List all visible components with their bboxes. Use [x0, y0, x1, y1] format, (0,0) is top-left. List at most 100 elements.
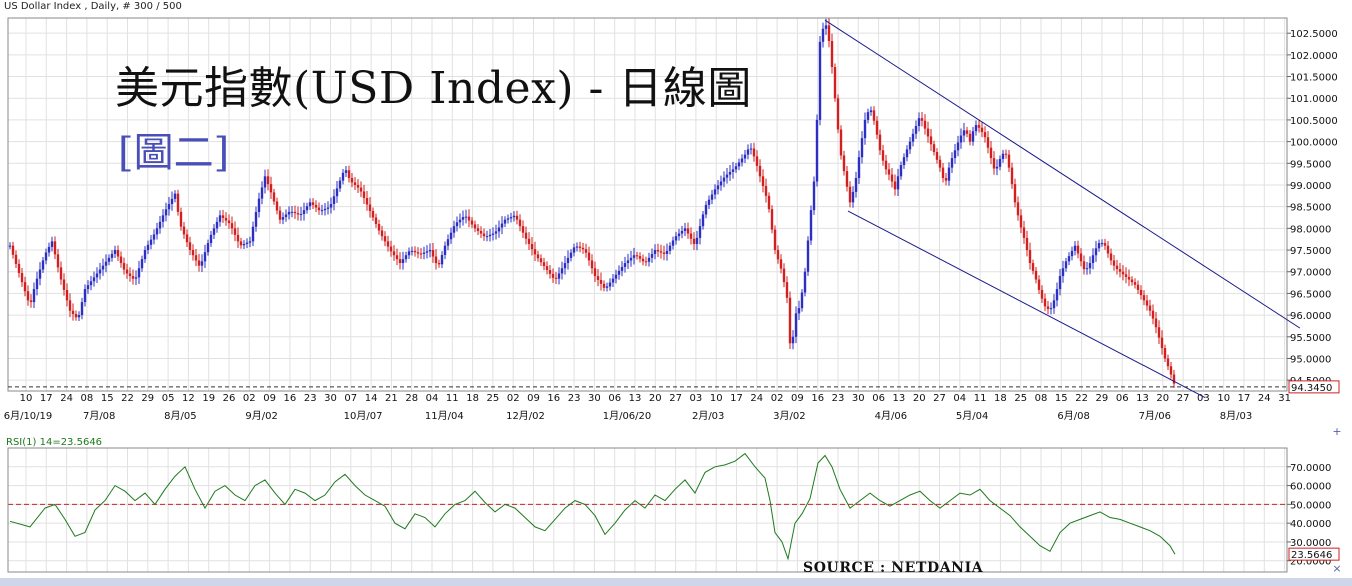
candle-up [44, 252, 48, 261]
month-tick-label: 7月/06 [1139, 410, 1171, 422]
candle-up [728, 171, 732, 175]
candle-up [866, 112, 870, 120]
candle-down [71, 310, 75, 315]
candle-down [785, 282, 789, 298]
candle-up [440, 254, 444, 265]
day-tick-label: 08 [1035, 393, 1048, 404]
candle-up [629, 257, 633, 261]
day-tick-label: 11 [446, 393, 459, 404]
candle-down [395, 255, 399, 260]
candle-down [989, 147, 993, 159]
candle-up [626, 260, 630, 264]
day-tick-label: 17 [1238, 393, 1251, 404]
month-tick-label: 8月/03 [1220, 410, 1252, 422]
candle-up [446, 239, 450, 246]
candle-up [500, 223, 504, 228]
candle-up [41, 260, 45, 270]
rsi-tick-label: 50.0000 [1290, 500, 1331, 511]
candle-up [953, 150, 957, 159]
candle-up [77, 315, 81, 318]
candle-up [341, 172, 345, 181]
candle-down [179, 211, 183, 227]
candle-up [161, 215, 165, 222]
month-tick-label: 10月/07 [344, 410, 383, 422]
candle-up [557, 273, 561, 279]
candle-down [596, 276, 600, 280]
candle-down [764, 186, 768, 196]
candle-down [875, 120, 879, 135]
candle-down [590, 260, 594, 269]
candle-up [671, 240, 675, 246]
price-tick-label: 101.5000 [1290, 73, 1338, 84]
candle-down [752, 148, 756, 157]
candle-down [131, 276, 135, 279]
candle-down [584, 249, 588, 253]
candle-down [1127, 276, 1131, 280]
candle-down [380, 230, 384, 237]
month-tick-label: 4月/06 [875, 410, 907, 422]
candle-up [242, 243, 246, 246]
trend-channel [824, 19, 1301, 398]
candle-up [719, 181, 723, 186]
day-tick-label: 06 [608, 393, 621, 404]
day-tick-label: 31 [1278, 393, 1291, 404]
candle-up [209, 234, 213, 244]
price-tick-label: 102.5000 [1290, 29, 1338, 40]
candle-up [245, 242, 249, 244]
candle-down [845, 171, 849, 187]
candle-up [713, 189, 717, 195]
expand-icon[interactable]: + [1332, 425, 1342, 438]
candle-down [56, 254, 60, 268]
candle-down [980, 127, 984, 133]
candle-down [314, 204, 318, 208]
candle-up [869, 110, 873, 113]
candle-down [1139, 289, 1143, 296]
candle-up [737, 162, 741, 167]
price-tick-label: 97.0000 [1290, 268, 1331, 279]
candle-up [497, 227, 501, 232]
collapse-icon[interactable]: × [1332, 562, 1342, 575]
day-tick-label: 12 [182, 393, 195, 404]
candle-up [1073, 245, 1077, 251]
candle-down [413, 250, 417, 253]
candle-down [470, 220, 474, 225]
candle-up [332, 196, 336, 205]
candle-up [92, 277, 96, 282]
candle-down [656, 250, 660, 252]
candle-down [62, 279, 66, 290]
month-tick-label: 6月/08 [1057, 410, 1089, 422]
candle-up [725, 174, 729, 178]
candle-down [1166, 358, 1170, 367]
candle-down [1124, 274, 1128, 277]
candle-up [1067, 256, 1071, 262]
candle-up [287, 211, 291, 215]
day-tick-label: 02 [771, 393, 784, 404]
candle-down [773, 229, 777, 251]
candle-up [1001, 153, 1005, 159]
candle-down [116, 250, 120, 257]
price-tick-label: 99.0000 [1290, 181, 1331, 192]
day-tick-label: 23 [304, 393, 317, 404]
candle-up [257, 198, 261, 213]
candle-down [59, 267, 63, 280]
candle-down [176, 193, 180, 212]
day-tick-label: 17 [730, 393, 743, 404]
candle-down [1157, 327, 1161, 338]
candle-up [812, 181, 816, 211]
candle-down [119, 256, 123, 264]
candle-down [1076, 245, 1080, 254]
candle-down [389, 246, 393, 252]
candle-up [809, 210, 813, 241]
candle-up [860, 138, 864, 158]
candle-down [386, 241, 390, 247]
candle-down [479, 230, 483, 234]
day-tick-label: 29 [141, 393, 154, 404]
candle-down [548, 269, 552, 274]
candle-down [272, 192, 276, 202]
day-tick-label: 08 [81, 393, 94, 404]
day-tick-label: 10 [710, 393, 723, 404]
candle-down [602, 283, 606, 288]
scrollbar[interactable] [0, 578, 1352, 586]
candle-down [1172, 374, 1176, 384]
month-tick-label: 1月/06/20 [603, 410, 652, 422]
